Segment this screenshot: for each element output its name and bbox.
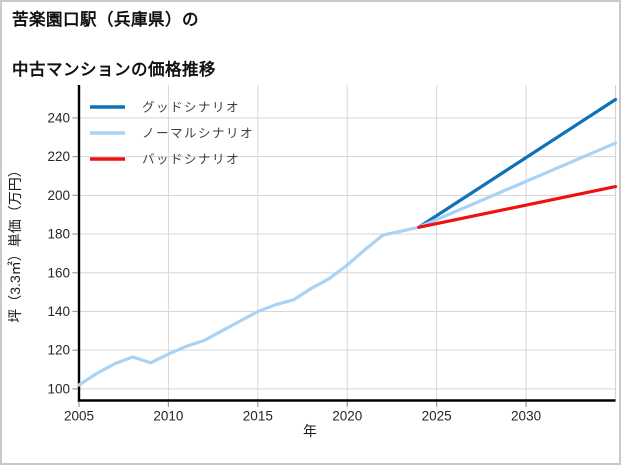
x-tick-label: 2005 — [64, 409, 94, 424]
y-tick-label: 100 — [47, 381, 70, 396]
x-tick-label: 2025 — [422, 409, 452, 424]
y-tick-label: 200 — [47, 188, 70, 203]
x-tick-label: 2010 — [153, 409, 183, 424]
y-tick-label: 240 — [47, 110, 70, 125]
scenario-line-good — [417, 97, 618, 229]
x-axis-title: 年 — [303, 423, 317, 439]
chart-title-line1: 苦楽園口駅（兵庫県）の — [12, 11, 199, 29]
y-tick-label: 160 — [47, 265, 70, 280]
legend-label-good: グッドシナリオ — [142, 101, 240, 115]
legend-label-normal: ノーマルシナリオ — [142, 127, 254, 141]
scenario-line-bad — [417, 185, 618, 229]
y-tick-label: 220 — [47, 149, 70, 164]
x-tick-label: 2015 — [243, 409, 273, 424]
y-axis-title: 坪（3.3㎡）単価（万円） — [7, 163, 23, 322]
x-tick-label: 2030 — [511, 409, 541, 424]
x-tick-label: 2020 — [332, 409, 362, 424]
chart-title-line2: 中古マンションの価格推移 — [12, 60, 216, 79]
history-line — [77, 225, 421, 387]
y-tick-label: 180 — [47, 227, 70, 242]
chart-title: 苦楽園口駅（兵庫県）の 中古マンションの価格推移 — [12, 8, 216, 82]
y-tick-label: 120 — [47, 343, 70, 358]
y-tick-label: 140 — [47, 304, 70, 319]
scenario-line-normal — [417, 141, 618, 229]
legend-label-bad: バッドシナリオ — [142, 153, 240, 167]
